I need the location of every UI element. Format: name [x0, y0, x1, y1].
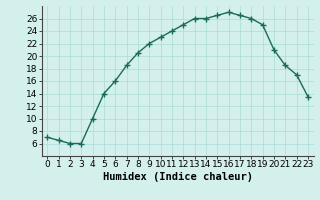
- X-axis label: Humidex (Indice chaleur): Humidex (Indice chaleur): [103, 172, 252, 182]
